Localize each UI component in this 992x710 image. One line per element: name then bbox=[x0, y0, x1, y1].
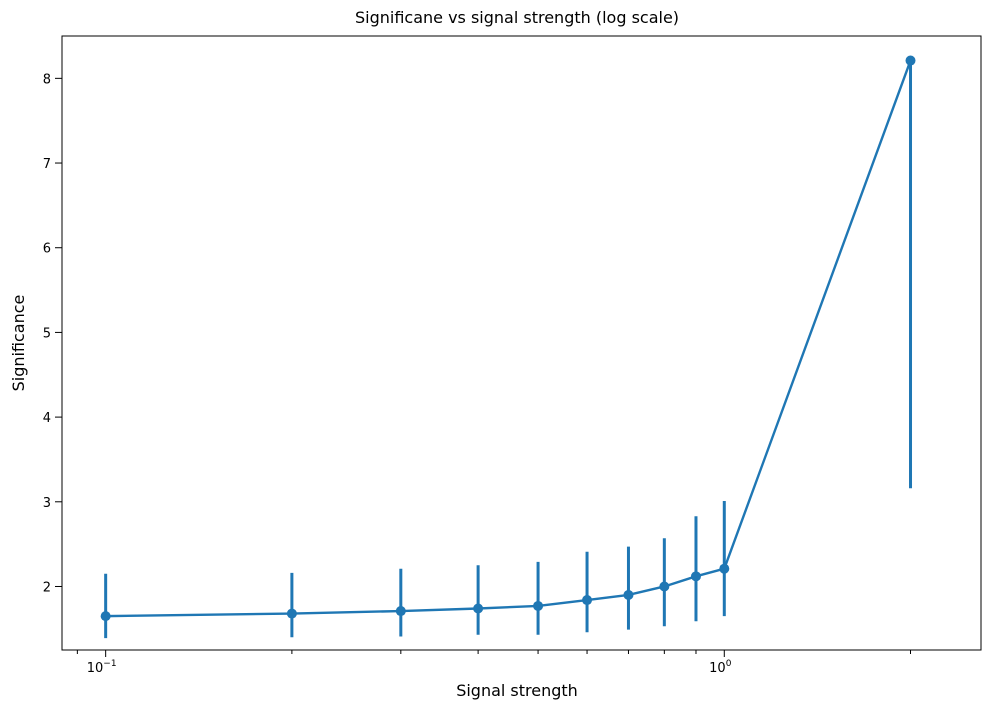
data-point bbox=[100, 611, 111, 622]
y-tick-label: 7 bbox=[43, 157, 51, 172]
y-tick-label: 8 bbox=[43, 72, 51, 87]
data-point bbox=[286, 608, 297, 619]
data-point bbox=[719, 563, 730, 574]
axes-frame bbox=[61, 35, 982, 651]
x-axis-label: Signal strength bbox=[456, 681, 578, 700]
y-tick-label: 6 bbox=[43, 242, 51, 257]
plot-area bbox=[100, 55, 916, 639]
data-point bbox=[905, 55, 916, 66]
data-point bbox=[659, 581, 670, 592]
y-tick-label: 5 bbox=[43, 326, 51, 341]
y-tick-label: 2 bbox=[43, 580, 51, 595]
y-tick-label: 3 bbox=[43, 496, 51, 511]
x-tick-label: 100 bbox=[709, 659, 732, 676]
data-point bbox=[533, 600, 544, 611]
data-point bbox=[690, 571, 701, 582]
data-point bbox=[582, 595, 593, 606]
chart-title: Significane vs signal strength (log scal… bbox=[355, 8, 679, 27]
y-axis-label: Significance bbox=[9, 295, 28, 392]
x-tick-label: 10−1 bbox=[87, 659, 117, 676]
data-point bbox=[395, 606, 406, 617]
y-tick-label: 4 bbox=[43, 411, 51, 426]
y-axis: 2 3 4 5 6 7 8 bbox=[43, 72, 62, 595]
x-axis: 10−1 100 bbox=[76, 650, 912, 676]
data-point bbox=[473, 603, 484, 614]
data-point bbox=[623, 589, 634, 600]
